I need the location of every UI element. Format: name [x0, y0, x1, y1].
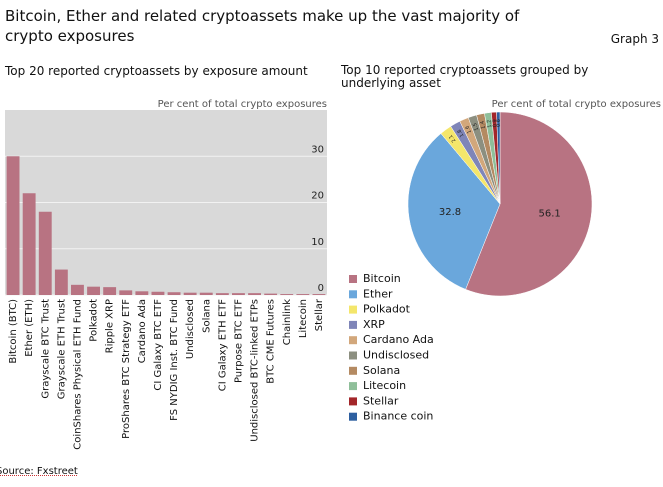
legend-swatch: [349, 275, 357, 283]
x-tick-label: CoinShares Physical ETH Fund: [72, 299, 83, 450]
legend-label: XRP: [363, 318, 385, 331]
bar: [6, 156, 20, 295]
legend-label: Undisclosed: [363, 349, 429, 362]
bar: [151, 291, 165, 295]
x-tick-label: Ether (ETH): [24, 299, 35, 357]
graph-label: Graph 3: [610, 32, 659, 46]
x-tick-label: Solana: [201, 299, 212, 333]
data-label: 1.2: [486, 119, 493, 128]
legend-swatch: [349, 290, 357, 299]
legend-swatch: [349, 382, 357, 391]
data-label: 56.1: [539, 209, 561, 220]
x-tick-label: Stellar: [314, 298, 325, 331]
y-tick-label: 20: [311, 191, 324, 202]
x-tick-label: BTC CME Futures: [266, 299, 277, 384]
x-tick-label: Grayscale ETH Trust: [56, 299, 67, 399]
legend-swatch: [349, 366, 357, 375]
legend-swatch: [349, 351, 357, 360]
x-tick-label: Grayscale BTC Trust: [40, 299, 51, 399]
x-tick-label: CI Galaxy BTC ETF: [153, 299, 164, 391]
y-tick-label: 30: [311, 144, 324, 155]
bar: [167, 292, 181, 295]
data-label: 0.6: [496, 119, 502, 127]
bar: [38, 211, 52, 295]
x-tick-label: Purpose BTC ETF: [233, 299, 244, 383]
pie-slice: [465, 111, 593, 297]
data-label: 1.6: [464, 124, 473, 134]
legend-label: Litecoin: [363, 379, 406, 392]
bar: [199, 292, 213, 295]
bar: [22, 193, 36, 295]
source: Source: Fxstreet: [0, 466, 78, 477]
legend-label: Binance coin: [363, 410, 433, 423]
bar: [71, 284, 84, 295]
y-tick-label: 0: [318, 283, 324, 294]
bar: [312, 294, 326, 295]
bar: [54, 269, 68, 295]
x-tick-label: Cardano Ada: [137, 299, 148, 363]
legend-swatch: [349, 320, 357, 329]
data-label: 32.8: [439, 207, 461, 218]
legend-swatch: [349, 336, 357, 345]
x-tick-label: Bitcoin (BTC): [8, 299, 19, 364]
bar: [215, 293, 229, 295]
bar: [135, 291, 149, 295]
data-label: 1.5: [472, 122, 480, 131]
chart-title: Top 10 reported cryptoassets grouped by …: [341, 63, 589, 90]
x-tick-label: Undisclosed BTC-linked ETPs: [250, 299, 261, 442]
legend-swatch: [349, 305, 357, 314]
data-label: 1.8: [456, 128, 465, 138]
x-tick-label: Undisclosed: [185, 299, 196, 359]
bar: [183, 292, 197, 295]
pie-slice: [496, 111, 501, 205]
x-tick-label: Litecoin: [298, 299, 309, 338]
axis-label: Per cent of total crypto exposures: [492, 99, 661, 110]
legend-label: Ether: [363, 287, 393, 300]
bar: [232, 293, 245, 295]
legend-label: Polkadot: [363, 303, 411, 316]
chart-title: Top 20 reported cryptoassets by exposure…: [5, 64, 308, 78]
bar: [248, 293, 261, 295]
legend-label: Stellar: [363, 394, 399, 407]
bar: [103, 287, 117, 295]
axis-label: Per cent of total crypto exposures: [158, 99, 327, 110]
y-tick-label: 10: [311, 237, 324, 248]
x-tick-label: Polkadot: [89, 299, 100, 342]
x-tick-label: Ripple XRP: [105, 299, 116, 353]
bar: [87, 286, 100, 295]
data-label: 0.9: [492, 119, 499, 127]
data-label: 1.4: [480, 120, 488, 129]
bar: [264, 293, 278, 295]
bar: [280, 294, 294, 295]
x-tick-label: Chainlink: [282, 299, 293, 345]
legend-label: Cardano Ada: [363, 333, 434, 346]
legend-label: Bitcoin: [363, 272, 401, 285]
data-label: 2.1: [448, 133, 458, 143]
pie-slice: [407, 133, 501, 290]
bar: [296, 294, 310, 295]
legend-swatch: [349, 412, 357, 421]
legend-label: Solana: [363, 364, 400, 377]
page-title: Bitcoin, Ether and related cryptoassets …: [5, 7, 520, 45]
x-tick-label: CI Galaxy ETH ETF: [217, 299, 228, 391]
x-tick-label: FS NYDIG Inst. BTC Fund: [169, 299, 180, 421]
x-tick-label: ProShares BTC Strategy ETF: [121, 299, 132, 439]
legend-swatch: [349, 397, 357, 406]
bar: [119, 290, 133, 295]
